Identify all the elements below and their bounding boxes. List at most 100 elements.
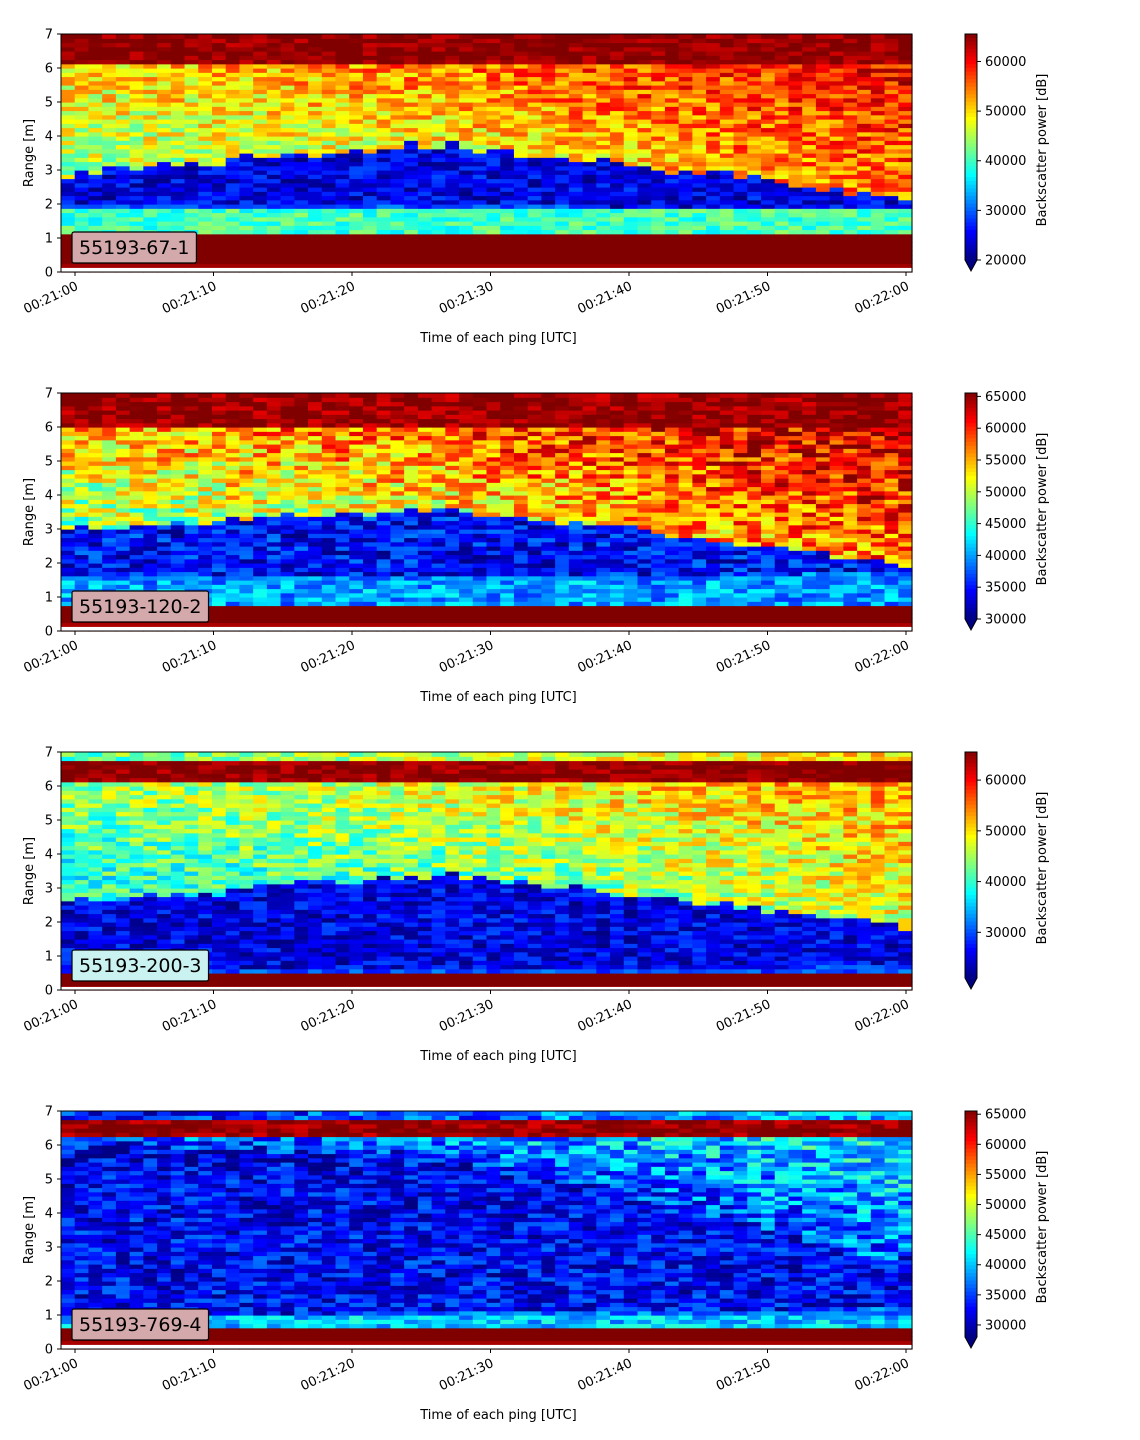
colorbar-tick-label: 65000 — [985, 1108, 1026, 1123]
colorbar-tick-label: 55000 — [985, 1168, 1026, 1183]
colorbar-label: Backscatter power [dB] — [1035, 433, 1050, 586]
y-tick-label: 1 — [45, 950, 53, 965]
colorbar: 3000035000400004500050000550006000065000… — [965, 390, 1050, 630]
colorbar-extend-arrow — [965, 619, 977, 630]
x-tick-label: 00:21:50 — [714, 1356, 773, 1394]
sensor-id-badge: 55193-200-3 — [72, 950, 209, 981]
x-axis-label: Time of each ping [UTC] — [419, 1049, 577, 1064]
colorbar-tick-label: 60000 — [985, 774, 1026, 789]
x-tick-label: 00:21:00 — [21, 279, 80, 317]
sensor-id-badge: 55193-67-1 — [72, 232, 196, 263]
x-tick-label: 00:21:30 — [437, 1356, 496, 1394]
colorbar-tick-label: 65000 — [985, 390, 1026, 405]
colorbar-tick-label: 50000 — [985, 824, 1026, 839]
y-tick-label: 5 — [45, 96, 53, 111]
x-tick-label: 00:21:50 — [714, 638, 773, 676]
y-tick-label: 0 — [45, 625, 53, 640]
x-tick-label: 00:21:30 — [437, 279, 496, 317]
y-tick-label: 6 — [45, 421, 53, 436]
colorbar-tick-label: 60000 — [985, 422, 1026, 437]
y-axis-label: Range [m] — [22, 837, 37, 905]
y-tick-label: 2 — [45, 1275, 53, 1290]
sensor-id-label: 55193-67-1 — [79, 237, 189, 259]
colorbar-tick-label: 30000 — [985, 613, 1026, 628]
y-tick-label: 7 — [45, 28, 53, 43]
y-tick-label: 7 — [45, 1105, 53, 1120]
y-tick-label: 2 — [45, 557, 53, 572]
y-tick-label: 6 — [45, 1139, 53, 1154]
sensor-id-label: 55193-200-3 — [79, 955, 202, 977]
y-tick-label: 3 — [45, 882, 53, 897]
y-tick-label: 3 — [45, 1241, 53, 1256]
colorbar-extend-arrow — [965, 978, 977, 989]
y-tick-label: 2 — [45, 198, 53, 213]
sensor-id-label: 55193-120-2 — [79, 596, 202, 618]
x-tick-label: 00:21:30 — [437, 997, 496, 1035]
x-tick-label: 00:21:00 — [21, 638, 80, 676]
x-tick-label: 00:21:10 — [160, 638, 219, 676]
y-tick-label: 1 — [45, 1309, 53, 1324]
colorbar-tick-label: 45000 — [985, 517, 1026, 532]
x-tick-label: 00:21:00 — [21, 1356, 80, 1394]
colorbar-extend-arrow — [965, 260, 977, 271]
x-tick-label: 00:22:00 — [852, 638, 911, 676]
x-axis-label: Time of each ping [UTC] — [419, 331, 577, 346]
sensor-id-label: 55193-769-4 — [79, 1314, 202, 1336]
x-tick-label: 00:21:50 — [714, 279, 773, 317]
colorbar: 3000035000400004500050000550006000065000… — [965, 1108, 1050, 1348]
y-tick-label: 0 — [45, 1343, 53, 1358]
colorbar-tick-label: 60000 — [985, 55, 1026, 70]
colorbar-label: Backscatter power [dB] — [1035, 74, 1050, 227]
colorbar-tick-label: 50000 — [985, 1198, 1026, 1213]
x-axis-label: Time of each ping [UTC] — [419, 690, 577, 705]
y-tick-label: 0 — [45, 984, 53, 999]
x-tick-label: 00:21:40 — [575, 279, 634, 317]
colorbar-tick-label: 55000 — [985, 454, 1026, 469]
y-tick-label: 4 — [45, 1207, 53, 1222]
y-tick-label: 7 — [45, 746, 53, 761]
colorbar-label: Backscatter power [dB] — [1035, 792, 1050, 945]
y-tick-label: 5 — [45, 1173, 53, 1188]
y-tick-label: 5 — [45, 814, 53, 829]
y-tick-label: 7 — [45, 387, 53, 402]
y-axis-label: Range [m] — [22, 1196, 37, 1264]
x-tick-label: 00:21:20 — [298, 1356, 357, 1394]
colorbar-tick-label: 30000 — [985, 204, 1026, 219]
x-tick-label: 00:22:00 — [852, 279, 911, 317]
colorbar-tick-label: 40000 — [985, 154, 1026, 169]
colorbar-tick-label: 30000 — [985, 926, 1026, 941]
colorbar: 20000 30000 40000 50000 60000 Backscatter pow… — [965, 34, 1050, 271]
y-axis-label: Range [m] — [22, 119, 37, 187]
x-tick-label: 00:21:10 — [160, 279, 219, 317]
x-tick-label: 00:21:40 — [575, 997, 634, 1035]
x-tick-label: 00:21:00 — [21, 997, 80, 1035]
y-tick-label: 0 — [45, 266, 53, 281]
colorbar-tick-label: 40000 — [985, 549, 1026, 564]
x-tick-label: 00:21:40 — [575, 638, 634, 676]
y-axis-label: Range [m] — [22, 478, 37, 546]
colorbar-tick-label: 20000 — [985, 254, 1026, 269]
x-tick-label: 00:22:00 — [852, 1356, 911, 1394]
y-tick-label: 1 — [45, 591, 53, 606]
x-tick-label: 00:21:30 — [437, 638, 496, 676]
y-tick-label: 6 — [45, 780, 53, 795]
x-tick-label: 00:21:10 — [160, 997, 219, 1035]
y-tick-label: 4 — [45, 130, 53, 145]
y-tick-label: 1 — [45, 232, 53, 247]
colorbar-extend-arrow — [965, 1337, 977, 1348]
colorbar-tick-label: 50000 — [985, 105, 1026, 120]
x-tick-label: 00:21:20 — [298, 279, 357, 317]
x-tick-label: 00:22:00 — [852, 997, 911, 1035]
colorbar-tick-label: 30000 — [985, 1318, 1026, 1333]
x-tick-label: 00:21:20 — [298, 638, 357, 676]
x-tick-label: 00:21:50 — [714, 997, 773, 1035]
colorbar-label: Backscatter power [dB] — [1035, 1151, 1050, 1304]
colorbar-tick-label: 40000 — [985, 1258, 1026, 1273]
colorbar-tick-label: 50000 — [985, 485, 1026, 500]
x-axis-label: Time of each ping [UTC] — [419, 1408, 577, 1423]
y-tick-label: 6 — [45, 62, 53, 77]
